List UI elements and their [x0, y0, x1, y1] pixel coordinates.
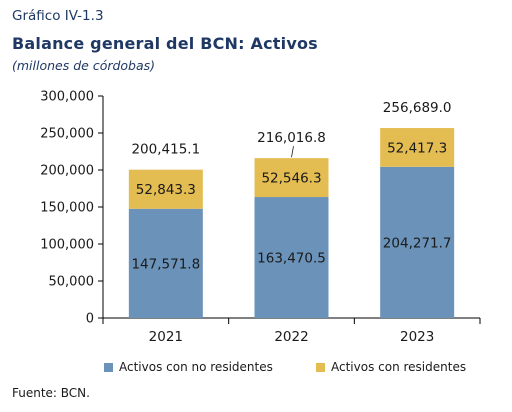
total-label-leader — [291, 146, 294, 158]
bar-value-label: 204,271.7 — [383, 235, 452, 251]
bar-residentes-2022 — [254, 158, 329, 198]
y-tick-label: 150,000 — [40, 201, 94, 216]
y-tick-label: 100,000 — [40, 238, 94, 253]
legend-label-no-residentes: Activos con no residentes — [119, 360, 273, 374]
legend-item-no-residentes: Activos con no residentes — [104, 360, 273, 374]
bar-value-label: 147,571.8 — [131, 256, 200, 272]
y-tick-label: 50,000 — [49, 275, 95, 290]
y-tick-label: 300,000 — [40, 90, 94, 105]
bar-no-residentes-2022 — [254, 197, 329, 318]
bar-value-label: 52,546.3 — [261, 171, 321, 187]
legend-item-residentes: Activos con residentes — [316, 360, 466, 374]
bar-residentes-2021 — [128, 169, 203, 209]
y-tick-label: 250,000 — [40, 127, 94, 142]
x-tick-label: 2022 — [274, 329, 308, 345]
total-label: 256,689.0 — [383, 100, 452, 116]
bar-value-label: 52,843.3 — [136, 182, 196, 198]
bar-residentes-2023 — [380, 128, 455, 167]
total-label: 200,415.1 — [131, 142, 200, 158]
bar-no-residentes-2021 — [128, 208, 203, 318]
chart-subtitle: (millones de córdobas) — [12, 58, 156, 73]
legend-swatch-no-residentes — [104, 362, 113, 372]
x-tick-label: 2021 — [149, 329, 183, 345]
bar-value-label: 163,470.5 — [257, 251, 326, 267]
chart-title: Balance general del BCN: Activos — [12, 34, 318, 53]
chart-label: Gráfico IV-1.3 — [12, 8, 104, 24]
total-label: 216,016.8 — [257, 130, 326, 146]
legend-label-residentes: Activos con residentes — [331, 360, 467, 374]
bar-value-label: 52,417.3 — [387, 140, 447, 156]
y-tick-label: 0 — [86, 312, 94, 327]
y-tick-label: 200,000 — [40, 164, 94, 179]
source-note: Fuente: BCN. — [12, 386, 90, 400]
bar-no-residentes-2023 — [380, 166, 455, 318]
x-tick-label: 2023 — [400, 329, 434, 345]
legend-swatch-residentes — [316, 362, 325, 372]
